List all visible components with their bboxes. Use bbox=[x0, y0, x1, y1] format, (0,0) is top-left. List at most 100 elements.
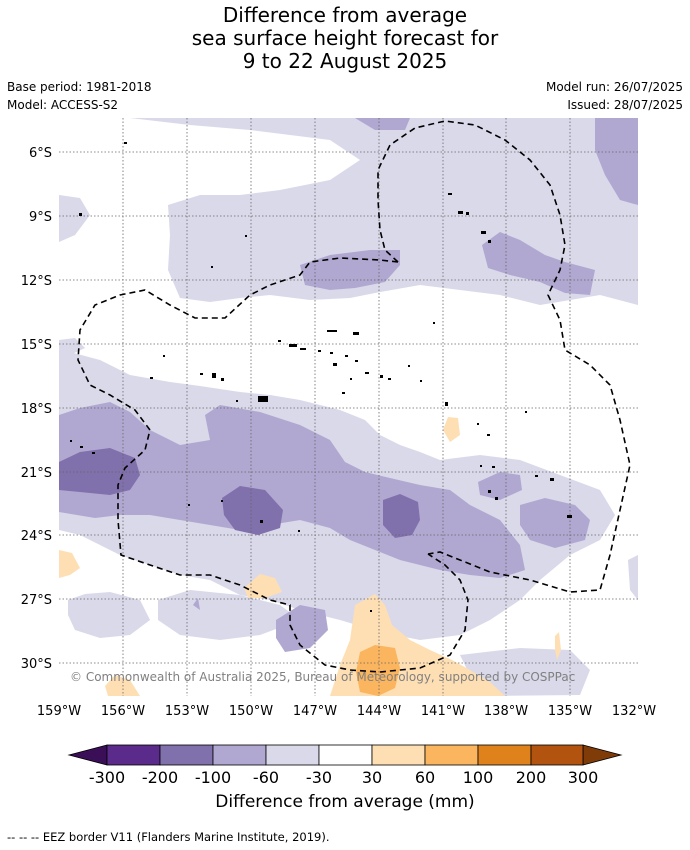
islands bbox=[70, 142, 572, 612]
lon-tick-labels: 159°W 156°W 153°W 150°W 147°W 144°W 141°… bbox=[37, 704, 656, 719]
contour-fill bbox=[443, 417, 460, 442]
meta-right: Model run: 26/07/2025 Issued: 28/07/2025 bbox=[546, 78, 683, 114]
island bbox=[278, 340, 281, 342]
contour-fill bbox=[158, 590, 300, 640]
island bbox=[550, 478, 554, 481]
lat-tick-label: 12°S bbox=[21, 274, 52, 289]
island bbox=[492, 466, 495, 468]
island bbox=[289, 344, 297, 347]
eez-border bbox=[77, 257, 469, 673]
colorbar-tick-label: -300 bbox=[89, 768, 125, 787]
lat-tick-label: 30°S bbox=[21, 657, 52, 672]
island bbox=[221, 500, 223, 502]
colorbar-tick-label: -30 bbox=[306, 768, 332, 787]
lon-tick-label: 150°W bbox=[229, 704, 273, 719]
title-line-2: sea surface height forecast for bbox=[191, 26, 499, 50]
contour-fill bbox=[59, 448, 140, 495]
colorbar: -300 -200 -100 -60 -30 30 60 100 200 300 bbox=[67, 744, 623, 787]
contour-fill bbox=[520, 498, 590, 548]
island bbox=[525, 411, 527, 413]
title-line-3: 9 to 22 August 2025 bbox=[242, 49, 448, 73]
lat-tick-label: 6°S bbox=[29, 146, 52, 161]
island bbox=[124, 142, 127, 144]
contour-fill bbox=[482, 232, 595, 295]
island bbox=[567, 515, 572, 518]
contour-fill bbox=[222, 486, 283, 535]
island bbox=[221, 378, 224, 381]
map-figure: © Commonwealth of Australia 2025, Bureau… bbox=[21, 118, 656, 787]
island bbox=[163, 355, 165, 357]
contour-fill bbox=[383, 494, 420, 538]
colorbar-segment bbox=[159, 744, 214, 766]
model-label: Model: ACCESS-S2 bbox=[7, 98, 119, 112]
island bbox=[211, 266, 213, 268]
contour-fill bbox=[555, 632, 561, 660]
contour-fill bbox=[595, 118, 638, 205]
eez-border bbox=[377, 120, 631, 593]
model-run-label: Model run: 26/07/2025 bbox=[545, 80, 683, 94]
contour-fill bbox=[59, 195, 90, 242]
lon-tick-label: 147°W bbox=[293, 704, 337, 719]
lat-tick-label: 27°S bbox=[21, 593, 52, 608]
island bbox=[333, 363, 337, 366]
colorbar-tick-label: -200 bbox=[142, 768, 178, 787]
island bbox=[480, 465, 482, 467]
colorbar-segment bbox=[318, 744, 373, 766]
lon-tick-label: 153°W bbox=[165, 704, 209, 719]
base-period-label: Base period: 1981-2018 bbox=[7, 80, 152, 94]
map-area: © Commonwealth of Australia 2025, Bureau… bbox=[59, 118, 638, 696]
island bbox=[535, 475, 538, 477]
lat-tick-label: 15°S bbox=[21, 338, 52, 353]
contour-fill-dark-purple bbox=[59, 448, 420, 538]
island bbox=[79, 213, 82, 216]
lon-tick-label: 135°W bbox=[548, 704, 592, 719]
colorbar-tick-label: 100 bbox=[463, 768, 494, 787]
island bbox=[188, 504, 190, 506]
colorbar-segment bbox=[371, 744, 426, 766]
copyright-notice: © Commonwealth of Australia 2025, Bureau… bbox=[70, 670, 575, 684]
colorbar-segment bbox=[530, 744, 584, 766]
contour-fill bbox=[59, 550, 80, 578]
island bbox=[245, 235, 247, 237]
island bbox=[260, 520, 263, 523]
island bbox=[212, 373, 216, 378]
island bbox=[370, 610, 372, 612]
island bbox=[388, 378, 391, 380]
issued-label: Issued: 28/07/2025 bbox=[567, 98, 683, 112]
chart-title: Difference from average sea surface heig… bbox=[0, 4, 690, 73]
island bbox=[365, 372, 369, 374]
contour-fill bbox=[355, 118, 410, 130]
island bbox=[330, 352, 333, 354]
colorbar-tick-label: 200 bbox=[516, 768, 547, 787]
island bbox=[495, 497, 498, 500]
island bbox=[408, 365, 410, 367]
title-line-1: Difference from average bbox=[222, 3, 468, 27]
lat-tick-label: 18°S bbox=[21, 402, 52, 417]
island bbox=[448, 193, 452, 195]
island bbox=[200, 373, 203, 375]
lat-tick-label: 9°S bbox=[29, 210, 52, 225]
colorbar-tick-label: -100 bbox=[195, 768, 231, 787]
eez-borders bbox=[77, 120, 631, 673]
island bbox=[466, 212, 469, 215]
island bbox=[445, 402, 448, 406]
island bbox=[70, 440, 72, 442]
lon-tick-label: 159°W bbox=[37, 704, 81, 719]
island bbox=[300, 348, 306, 350]
contour-fill bbox=[628, 555, 638, 600]
contour-fill bbox=[105, 675, 140, 696]
contour-fill bbox=[193, 598, 200, 610]
island bbox=[298, 530, 300, 532]
island bbox=[420, 380, 422, 382]
colorbar-segment bbox=[212, 744, 267, 766]
colorbar-extend-high bbox=[582, 744, 623, 766]
colorbar-title: Difference from average (mm) bbox=[215, 792, 475, 812]
lat-tick-label: 21°S bbox=[21, 466, 52, 481]
island bbox=[355, 360, 358, 362]
colorbar-tick-labels: -300 -200 -100 -60 -30 30 60 100 200 300 bbox=[89, 768, 598, 787]
island bbox=[488, 240, 491, 243]
island bbox=[80, 446, 83, 448]
island bbox=[327, 330, 337, 332]
lon-tick-label: 156°W bbox=[101, 704, 145, 719]
meta-left: Base period: 1981-2018 Model: ACCESS-S2 bbox=[7, 78, 152, 114]
